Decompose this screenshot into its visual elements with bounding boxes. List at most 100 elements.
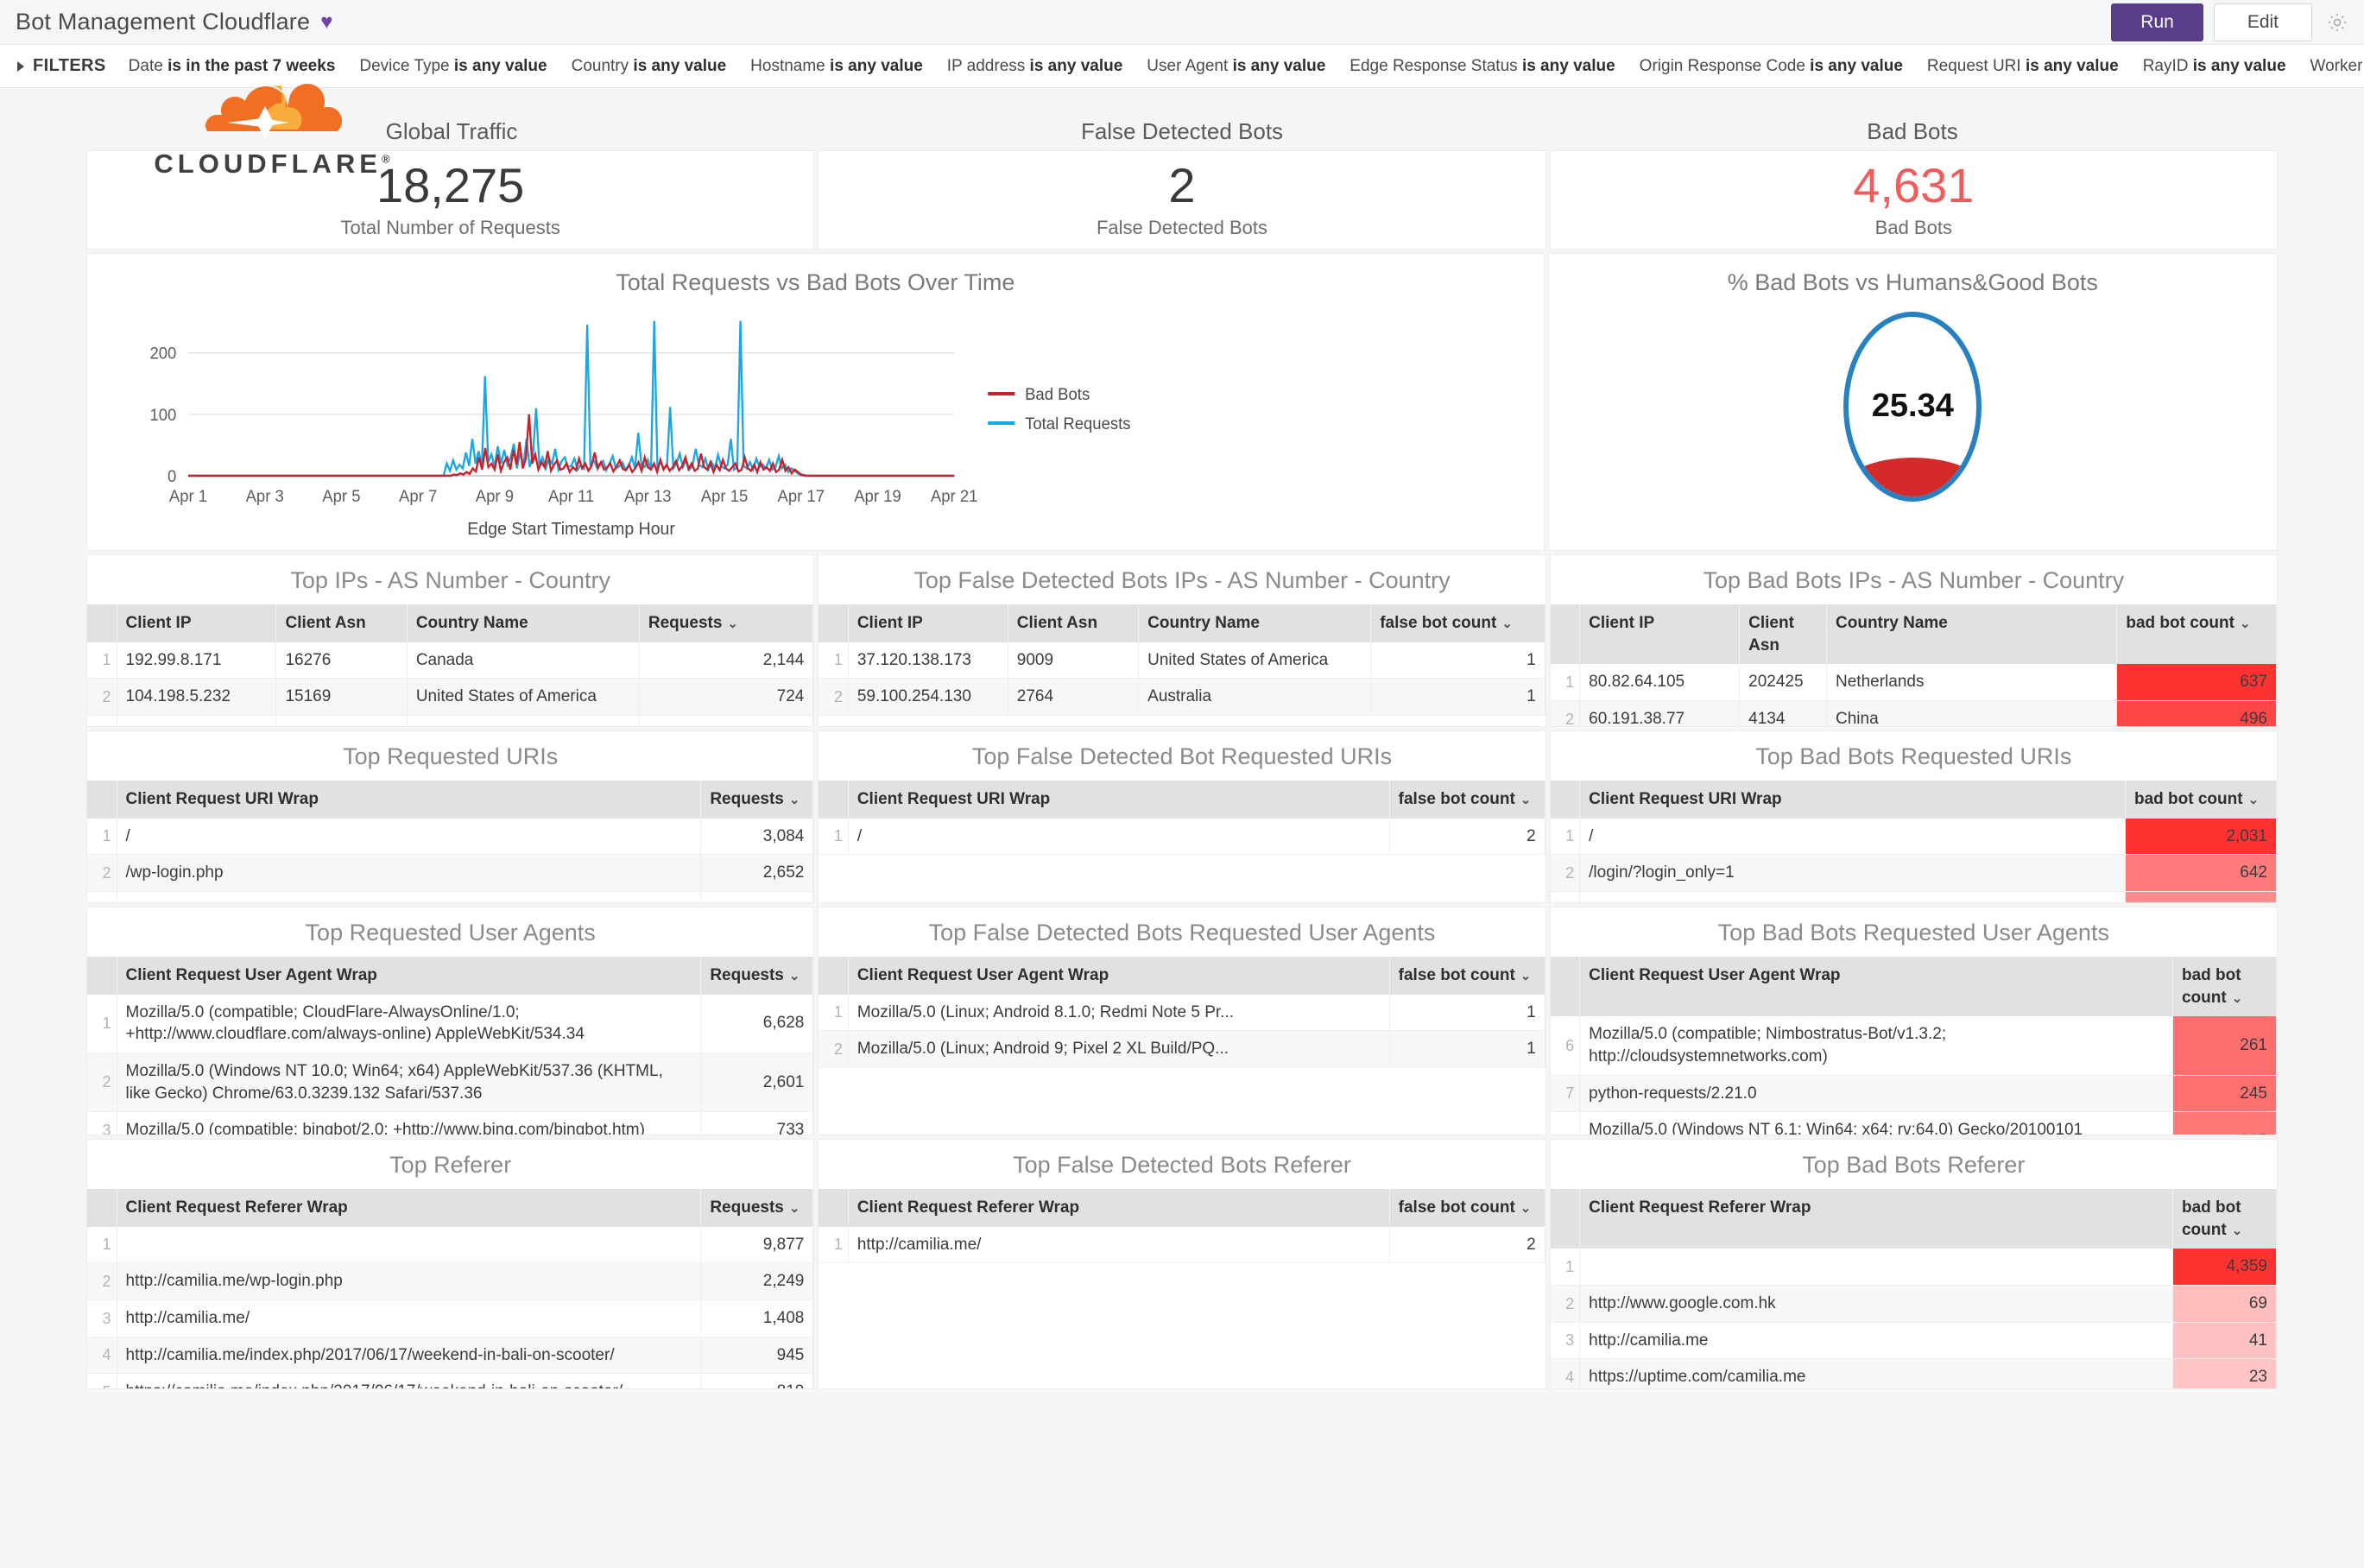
filter-item[interactable]: Origin Response Code is any value	[1640, 57, 1903, 76]
table-row[interactable]: 5https://camilia.me/index.php/2017/06/17…	[87, 1373, 814, 1388]
column-header[interactable]: Requests ⌄	[700, 957, 814, 995]
table-row[interactable]: 1/3,084	[87, 818, 814, 856]
table-row[interactable]: 1 192.99.8.171 16276 Canada 2,144	[87, 642, 814, 680]
table-row[interactable]: 2 104.198.5.232 15169 United States of Amer…	[87, 678, 814, 716]
column-header[interactable]: Client Request URI Wrap	[848, 781, 1390, 819]
filter-item[interactable]: Country is any value	[572, 57, 727, 76]
column-header[interactable]: false bot count ⌄	[1389, 957, 1545, 995]
column-header[interactable]: Client Asn	[275, 604, 408, 642]
sort-desc-icon[interactable]: ⌄	[1520, 1201, 1532, 1216]
sort-desc-icon[interactable]: ⌄	[2231, 990, 2243, 1006]
table-row[interactable]: 1/2,031	[1550, 818, 2277, 856]
table-row[interactable]: 2 59.100.254.130 2764 Australia 1	[819, 678, 1545, 716]
dimension-cell: Australia	[1138, 678, 1372, 716]
table-row[interactable]: 2 Mozilla/5.0 (Linux; Android 9; Pixel 2 …	[819, 1030, 1545, 1068]
sort-desc-icon[interactable]: ⌄	[2247, 793, 2260, 807]
column-header[interactable]: Requests ⌄	[700, 1189, 814, 1227]
tile-title: Top False Detected Bots Referer	[1013, 1152, 1351, 1178]
table-row[interactable]: 3 http://camilia.me 41	[1550, 1322, 2277, 1360]
table-row[interactable]: 2 60.191.38.77 4134 China 496	[1550, 700, 2277, 726]
column-header[interactable]: Client IP	[848, 604, 1008, 642]
filter-item[interactable]: Request URI is any value	[1927, 57, 2119, 76]
row-index-header	[87, 781, 117, 819]
sort-desc-icon[interactable]: ⌄	[2239, 616, 2251, 631]
table-row[interactable]: 4 https://uptime.com/camilia.me 23	[1550, 1358, 2277, 1388]
column-header[interactable]: Client Request User Agent Wrap	[848, 957, 1390, 995]
favorite-heart-icon[interactable]: ♥	[320, 9, 333, 34]
filters-toggle[interactable]: FILTERS	[17, 56, 106, 76]
metric-cell: 1,408	[700, 1299, 814, 1337]
column-header[interactable]: Client Request URI Wrap	[117, 781, 702, 819]
table-row[interactable]: 3/wp-login.php416	[1550, 891, 2277, 902]
column-header[interactable]: Country Name	[1138, 604, 1372, 642]
table-row[interactable]: 1 37.120.138.173 9009 United States of Amer…	[819, 642, 1545, 680]
table-row[interactable]: 2/login/?login_only=1 642	[1550, 854, 2277, 892]
sort-desc-icon[interactable]: ⌄	[788, 793, 800, 807]
column-header[interactable]: Client Request User Agent Wrap	[117, 957, 702, 995]
table-row[interactable]: 1 Mozilla/5.0 (compatible; CloudFlare-Alw…	[87, 994, 814, 1053]
column-header[interactable]: bad bot count ⌄	[2125, 781, 2277, 819]
column-header[interactable]: Client Request Referer Wrap	[117, 1189, 702, 1227]
table-row[interactable]: 1/2	[819, 818, 1545, 856]
column-header[interactable]: Client IP	[117, 604, 277, 642]
row-index: 2	[87, 1262, 117, 1300]
gear-icon[interactable]	[2326, 11, 2348, 34]
column-header[interactable]: Client Asn	[1008, 604, 1140, 642]
table-row[interactable]: 1 http://camilia.me/2	[819, 1226, 1545, 1264]
table-row[interactable]: 3 Mozilla/5.0 (compatible; bingbot/2.0; +…	[87, 1111, 814, 1135]
table-row[interactable]: 1 80.82.64.105 202425 Netherlands 637	[1550, 664, 2277, 701]
run-button[interactable]: Run	[2111, 3, 2203, 41]
column-header[interactable]: false bot count ⌄	[1389, 1189, 1545, 1227]
table-row[interactable]: 7 python-requests/2.21.0 245	[1550, 1075, 2277, 1113]
table-row[interactable]: 1 9,877	[87, 1226, 814, 1264]
column-header[interactable]: bad bot count ⌄	[2172, 957, 2277, 1017]
column-header[interactable]: Client Request URI Wrap	[1579, 781, 2126, 819]
sort-desc-icon[interactable]: ⌄	[1520, 793, 1532, 807]
column-header[interactable]: Client Request User Agent Wrap	[1579, 957, 2173, 1017]
table-row[interactable]: 3 http://camilia.me/1,408	[87, 1299, 814, 1337]
column-header[interactable]: Country Name	[407, 604, 640, 642]
table-row[interactable]: 2 http://camilia.me/wp-login.php 2,249	[87, 1262, 814, 1300]
table-row[interactable]: 2 Mozilla/5.0 (Windows NT 10.0; Win64; x6…	[87, 1053, 814, 1113]
column-header[interactable]: Client Asn	[1739, 604, 1828, 665]
column-header[interactable]: false bot count ⌄	[1389, 781, 1545, 819]
column-header[interactable]: bad bot count ⌄	[2116, 604, 2277, 665]
filter-item[interactable]: User Agent is any value	[1147, 57, 1325, 76]
sort-desc-icon[interactable]: ⌄	[727, 616, 738, 631]
table-row[interactable]: 4 http://camilia.me/index.php/2017/06/17/…	[87, 1337, 814, 1375]
column-header-label: Client IP	[1589, 614, 1655, 632]
filter-bar: FILTERS Date is in the past 7 weeks Devic…	[0, 45, 2364, 88]
filter-item[interactable]: Worker Subrequest is...	[2310, 57, 2364, 76]
column-header[interactable]: Country Name	[1826, 604, 2118, 665]
filter-item[interactable]: Hostname is any value	[750, 57, 923, 76]
dimension-cell: 60.191.38.77	[1579, 700, 1741, 726]
column-header[interactable]: bad bot count ⌄	[2172, 1189, 2277, 1249]
column-header[interactable]: Client Request Referer Wrap	[848, 1189, 1390, 1227]
sort-desc-icon[interactable]: ⌄	[788, 969, 800, 983]
kpi-label: Bad Bots	[1874, 216, 1952, 238]
column-header[interactable]: Requests ⌄	[700, 781, 814, 819]
table-row[interactable]: 2/wp-login.php 2,652	[87, 854, 814, 892]
sort-desc-icon[interactable]: ⌄	[788, 1201, 800, 1216]
filter-item[interactable]: IP address is any value	[947, 57, 1123, 76]
filter-item[interactable]: RayID is any value	[2143, 57, 2286, 76]
filter-item[interactable]: Device Type is any value	[359, 57, 547, 76]
filter-item[interactable]: Date is in the past 7 weeks	[129, 57, 336, 76]
edit-button[interactable]: Edit	[2213, 3, 2312, 41]
table-row[interactable]: 1 Mozilla/5.0 (Linux; Android 8.1.0; Redm…	[819, 994, 1545, 1032]
dimension-cell: 16276	[275, 642, 408, 680]
table-row[interactable]: 2 http://www.google.com.hk 69	[1550, 1285, 2277, 1323]
table-row[interactable]: 1 4,359	[1550, 1249, 2277, 1286]
filter-item[interactable]: Edge Response Status is any value	[1350, 57, 1615, 76]
table-row[interactable]: 8Mozilla/5.0 (Windows NT 6.1; Win64; x64…	[1550, 1111, 2277, 1135]
sort-desc-icon[interactable]: ⌄	[2231, 1223, 2243, 1238]
column-header[interactable]: Requests ⌄	[639, 604, 814, 642]
sort-desc-icon[interactable]: ⌄	[1501, 616, 1513, 631]
column-header[interactable]: Client Request Referer Wrap	[1579, 1189, 2173, 1249]
sort-desc-icon[interactable]: ⌄	[1520, 969, 1532, 983]
column-header[interactable]: Client IP	[1579, 604, 1741, 665]
column-header[interactable]: false bot count ⌄	[1370, 604, 1545, 642]
table-row[interactable]: 6 Mozilla/5.0 (compatible; Nimbostratus-B…	[1550, 1016, 2277, 1076]
